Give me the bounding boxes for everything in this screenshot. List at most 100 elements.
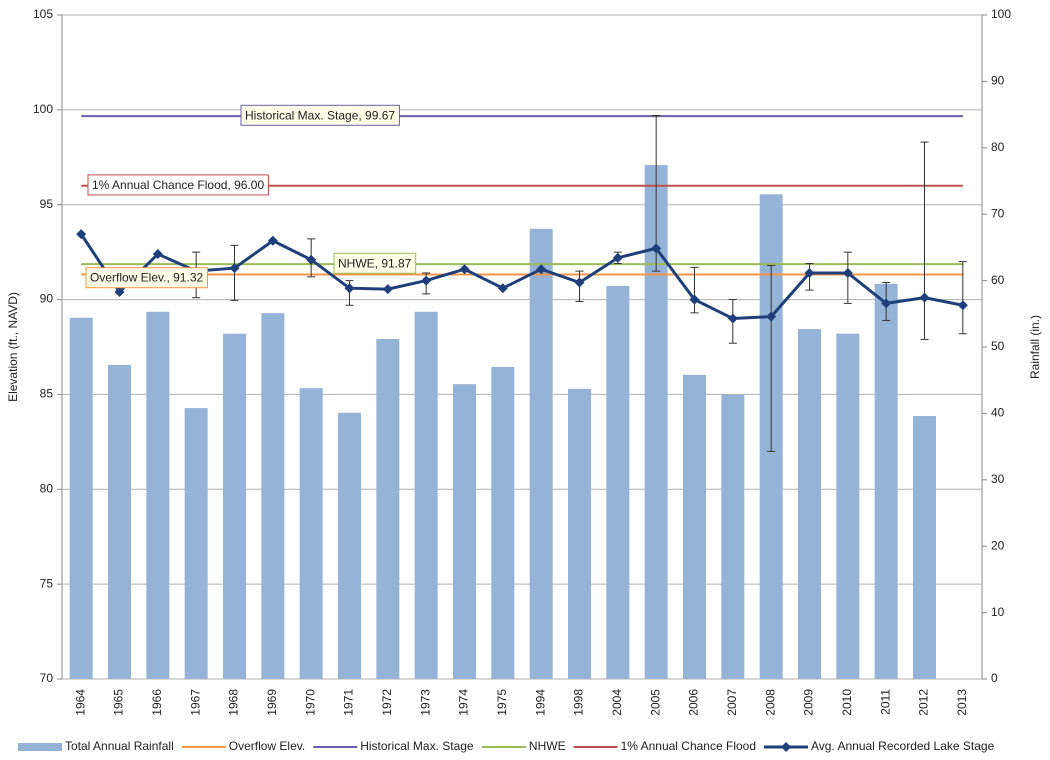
x-tick-label: 2013: [955, 689, 969, 716]
marker: [689, 294, 700, 305]
legend-label: Total Annual Rainfall: [65, 739, 174, 753]
x-tick-label: 1968: [227, 689, 241, 716]
x-tick-label: 2010: [840, 689, 854, 716]
error-bar: [690, 266, 699, 314]
bar: [261, 313, 285, 679]
legend-label: Avg. Annual Recorded Lake Stage: [811, 739, 995, 753]
x-tick-label: 1964: [73, 689, 87, 716]
x-tick-label: 1965: [112, 689, 126, 716]
bar: [836, 333, 860, 679]
x-tick-label: 1969: [265, 689, 279, 716]
y-tick-label: 90: [40, 292, 54, 306]
line: [79, 233, 964, 321]
marker: [651, 243, 662, 254]
bar: [184, 408, 208, 679]
annotation-box: [240, 104, 400, 126]
marker: [497, 283, 508, 294]
y2-tick-label: 20: [991, 538, 1005, 552]
marker: [842, 268, 853, 279]
bar: [69, 317, 93, 679]
legend-marker: [781, 742, 792, 752]
error-bar: [767, 264, 776, 452]
marker: [536, 264, 547, 275]
bar: [529, 228, 553, 680]
x-tick-label: 1972: [380, 689, 394, 716]
marker: [957, 300, 968, 311]
y-tick-label: 80: [40, 481, 54, 495]
x-tick-label: 2007: [725, 689, 739, 716]
y2-tick-label: 100: [991, 7, 1011, 21]
bar: [453, 384, 476, 679]
legend-label: NHWE: [529, 739, 566, 753]
y2-tick-label: 60: [991, 273, 1005, 287]
y2-tick-label: 0: [991, 671, 998, 685]
bar: [299, 388, 323, 679]
annotation: Overflow Elev., 91.32: [90, 271, 203, 285]
x-tick-label: 1998: [572, 689, 586, 716]
x-tick-label: 2012: [917, 689, 931, 716]
marker: [114, 286, 125, 297]
marker: [574, 277, 585, 288]
x-tick-label: 1970: [303, 689, 317, 716]
marker: [459, 264, 470, 275]
y2-tick-label: 80: [991, 140, 1005, 154]
bar: [606, 285, 630, 679]
bar: [146, 311, 170, 679]
marker: [727, 313, 738, 324]
marker: [881, 298, 892, 309]
annotation-box: [333, 252, 417, 274]
x-tick-label: 2005: [648, 689, 662, 716]
legend-label: Historical Max. Stage: [360, 739, 474, 753]
annotation: Historical Max. Stage, 99.67: [245, 108, 395, 122]
x-tick-label: 1967: [188, 689, 202, 716]
y-tick-label: 85: [40, 387, 54, 401]
marker: [766, 311, 777, 322]
marker: [804, 268, 815, 279]
error-bar: [958, 261, 967, 335]
marker: [919, 292, 930, 303]
bar: [644, 165, 668, 680]
annotation-box: [87, 174, 269, 196]
bar: [491, 366, 515, 679]
y2-tick-label: 10: [991, 605, 1005, 619]
y-axis-label: Elevation (ft., NAVD): [6, 292, 20, 402]
x-tick-label: 1994: [533, 689, 547, 716]
marker: [229, 263, 240, 274]
marker: [76, 229, 87, 240]
bar: [721, 394, 745, 679]
x-tick-label: 1974: [457, 689, 471, 716]
error-bar: [920, 141, 929, 340]
bar: [568, 388, 591, 679]
y2-tick-label: 90: [991, 74, 1005, 88]
legend-label: 1% Annual Chance Flood: [621, 739, 756, 753]
annotation: 1% Annual Chance Flood, 96.00: [92, 178, 264, 192]
y2-tick-label: 30: [991, 472, 1005, 486]
y-tick-label: 100: [33, 102, 53, 116]
x-tick-label: 2006: [687, 689, 701, 716]
x-tick-label: 2009: [802, 689, 816, 716]
marker: [267, 235, 278, 246]
y-tick-label: 75: [40, 576, 54, 590]
marker: [612, 252, 623, 263]
bar: [798, 329, 821, 679]
x-tick-label: 2008: [763, 689, 777, 716]
bar: [683, 374, 706, 679]
x-tick-label: 2011: [878, 689, 892, 715]
y-tick-label: 105: [33, 7, 53, 21]
x-tick-label: 1971: [342, 689, 356, 716]
y2-tick-label: 40: [991, 406, 1005, 420]
y-tick-label: 95: [40, 197, 54, 211]
marker: [152, 249, 163, 260]
bar: [414, 311, 438, 679]
y2-tick-label: 50: [991, 339, 1005, 353]
x-tick-label: 1975: [495, 689, 509, 716]
marker: [344, 283, 355, 294]
bar: [338, 412, 361, 679]
marker: [421, 275, 432, 286]
marker: [382, 284, 393, 295]
bar: [376, 339, 400, 679]
bar: [108, 364, 131, 679]
legend-label: Overflow Elev.: [229, 739, 305, 753]
bar: [913, 416, 936, 679]
